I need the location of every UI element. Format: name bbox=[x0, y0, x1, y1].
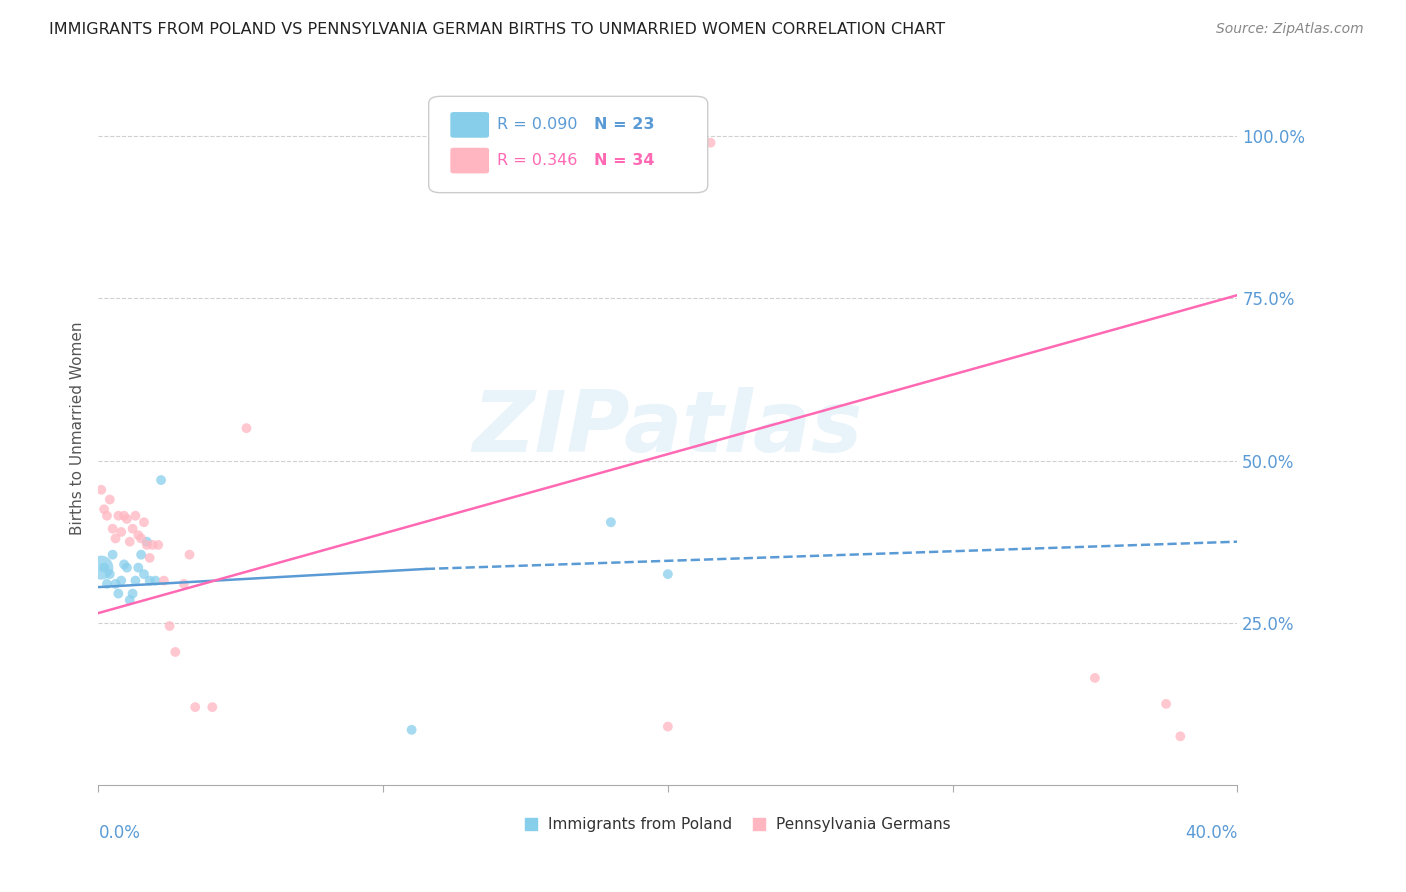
Point bbox=[600, 515, 623, 529]
Point bbox=[96, 508, 118, 523]
Point bbox=[1084, 671, 1107, 685]
Point bbox=[135, 538, 157, 552]
Point bbox=[235, 421, 257, 435]
Point bbox=[135, 534, 157, 549]
Point bbox=[104, 577, 127, 591]
Point bbox=[110, 524, 132, 539]
Point bbox=[699, 136, 721, 150]
Text: Immigrants from Poland: Immigrants from Poland bbox=[548, 817, 733, 831]
Point bbox=[1170, 814, 1192, 828]
Point bbox=[657, 720, 679, 734]
Point bbox=[173, 577, 195, 591]
Point bbox=[124, 508, 146, 523]
Point bbox=[96, 577, 118, 591]
Text: 0.0%: 0.0% bbox=[98, 824, 141, 842]
Point bbox=[101, 522, 124, 536]
Y-axis label: Births to Unmarried Women: Births to Unmarried Women bbox=[69, 321, 84, 535]
Point bbox=[127, 560, 149, 574]
Point bbox=[90, 483, 112, 497]
Point bbox=[110, 574, 132, 588]
Point bbox=[93, 560, 115, 574]
FancyBboxPatch shape bbox=[429, 96, 707, 193]
FancyBboxPatch shape bbox=[450, 148, 489, 173]
Text: 40.0%: 40.0% bbox=[1185, 824, 1237, 842]
Text: R = 0.346: R = 0.346 bbox=[498, 153, 578, 168]
Point bbox=[153, 574, 176, 588]
Point bbox=[101, 548, 124, 562]
Point bbox=[401, 723, 423, 737]
Point bbox=[98, 492, 121, 507]
Point bbox=[138, 574, 160, 588]
Point bbox=[145, 574, 167, 588]
Point bbox=[657, 567, 679, 582]
Point bbox=[121, 522, 143, 536]
Point bbox=[129, 532, 152, 546]
Point bbox=[1170, 729, 1192, 743]
Text: N = 34: N = 34 bbox=[593, 153, 654, 168]
Point bbox=[115, 512, 138, 526]
Point bbox=[107, 586, 129, 600]
Point bbox=[115, 560, 138, 574]
Point bbox=[1154, 697, 1177, 711]
Point bbox=[107, 508, 129, 523]
FancyBboxPatch shape bbox=[450, 112, 489, 137]
Point bbox=[118, 534, 141, 549]
Point bbox=[132, 515, 155, 529]
Point bbox=[179, 548, 201, 562]
Point bbox=[150, 473, 173, 487]
Point bbox=[118, 593, 141, 607]
Point bbox=[159, 619, 181, 633]
Text: IMMIGRANTS FROM POLAND VS PENNSYLVANIA GERMAN BIRTHS TO UNMARRIED WOMEN CORRELAT: IMMIGRANTS FROM POLAND VS PENNSYLVANIA G… bbox=[49, 22, 945, 37]
Point bbox=[141, 538, 163, 552]
Point bbox=[165, 645, 187, 659]
Text: R = 0.090: R = 0.090 bbox=[498, 118, 578, 132]
Point bbox=[104, 532, 127, 546]
Point bbox=[112, 508, 135, 523]
Text: N = 23: N = 23 bbox=[593, 118, 654, 132]
Point bbox=[628, 136, 651, 150]
Point bbox=[138, 550, 160, 565]
Point bbox=[90, 560, 112, 574]
Text: Source: ZipAtlas.com: Source: ZipAtlas.com bbox=[1216, 22, 1364, 37]
Point bbox=[93, 502, 115, 516]
Point bbox=[148, 538, 170, 552]
Point bbox=[121, 586, 143, 600]
Point bbox=[201, 700, 224, 714]
Text: ZIPatlas: ZIPatlas bbox=[472, 386, 863, 470]
Text: Pennsylvania Germans: Pennsylvania Germans bbox=[776, 817, 950, 831]
Point bbox=[184, 700, 207, 714]
Point bbox=[132, 567, 155, 582]
Point bbox=[127, 528, 149, 542]
Point bbox=[98, 567, 121, 582]
Point bbox=[129, 548, 152, 562]
Point bbox=[124, 574, 146, 588]
Point bbox=[112, 558, 135, 572]
